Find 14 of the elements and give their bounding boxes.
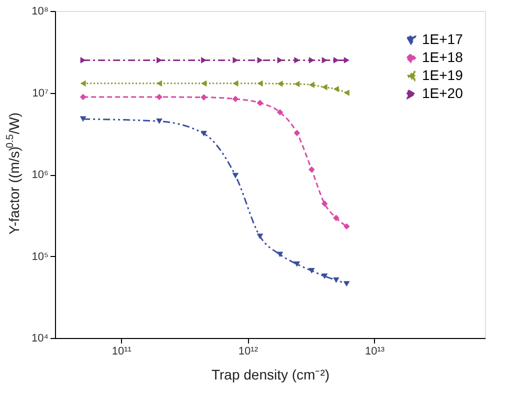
- legend-label: 1E+19: [422, 67, 464, 83]
- x-tick-label: 10¹²: [238, 346, 258, 358]
- y-tick-label: 10⁵: [32, 250, 48, 263]
- x-tick-label: 10¹¹: [112, 346, 132, 358]
- y-tick-label: 10⁶: [32, 169, 48, 181]
- y-axis-title: Y-factor ((m/s)0.5/W): [5, 112, 22, 235]
- x-axis-title: Trap density (cm⁻²): [211, 366, 330, 382]
- y-tick-label: 10⁷: [32, 87, 49, 100]
- y-tick-label: 10⁸: [32, 6, 48, 18]
- legend-label: 1E+18: [422, 49, 464, 65]
- x-tick-label: 10¹³: [364, 346, 385, 358]
- legend-label: 1E+20: [422, 85, 464, 101]
- y-tick-label: 10⁴: [32, 332, 49, 344]
- legend-label: 1E+17: [422, 31, 464, 47]
